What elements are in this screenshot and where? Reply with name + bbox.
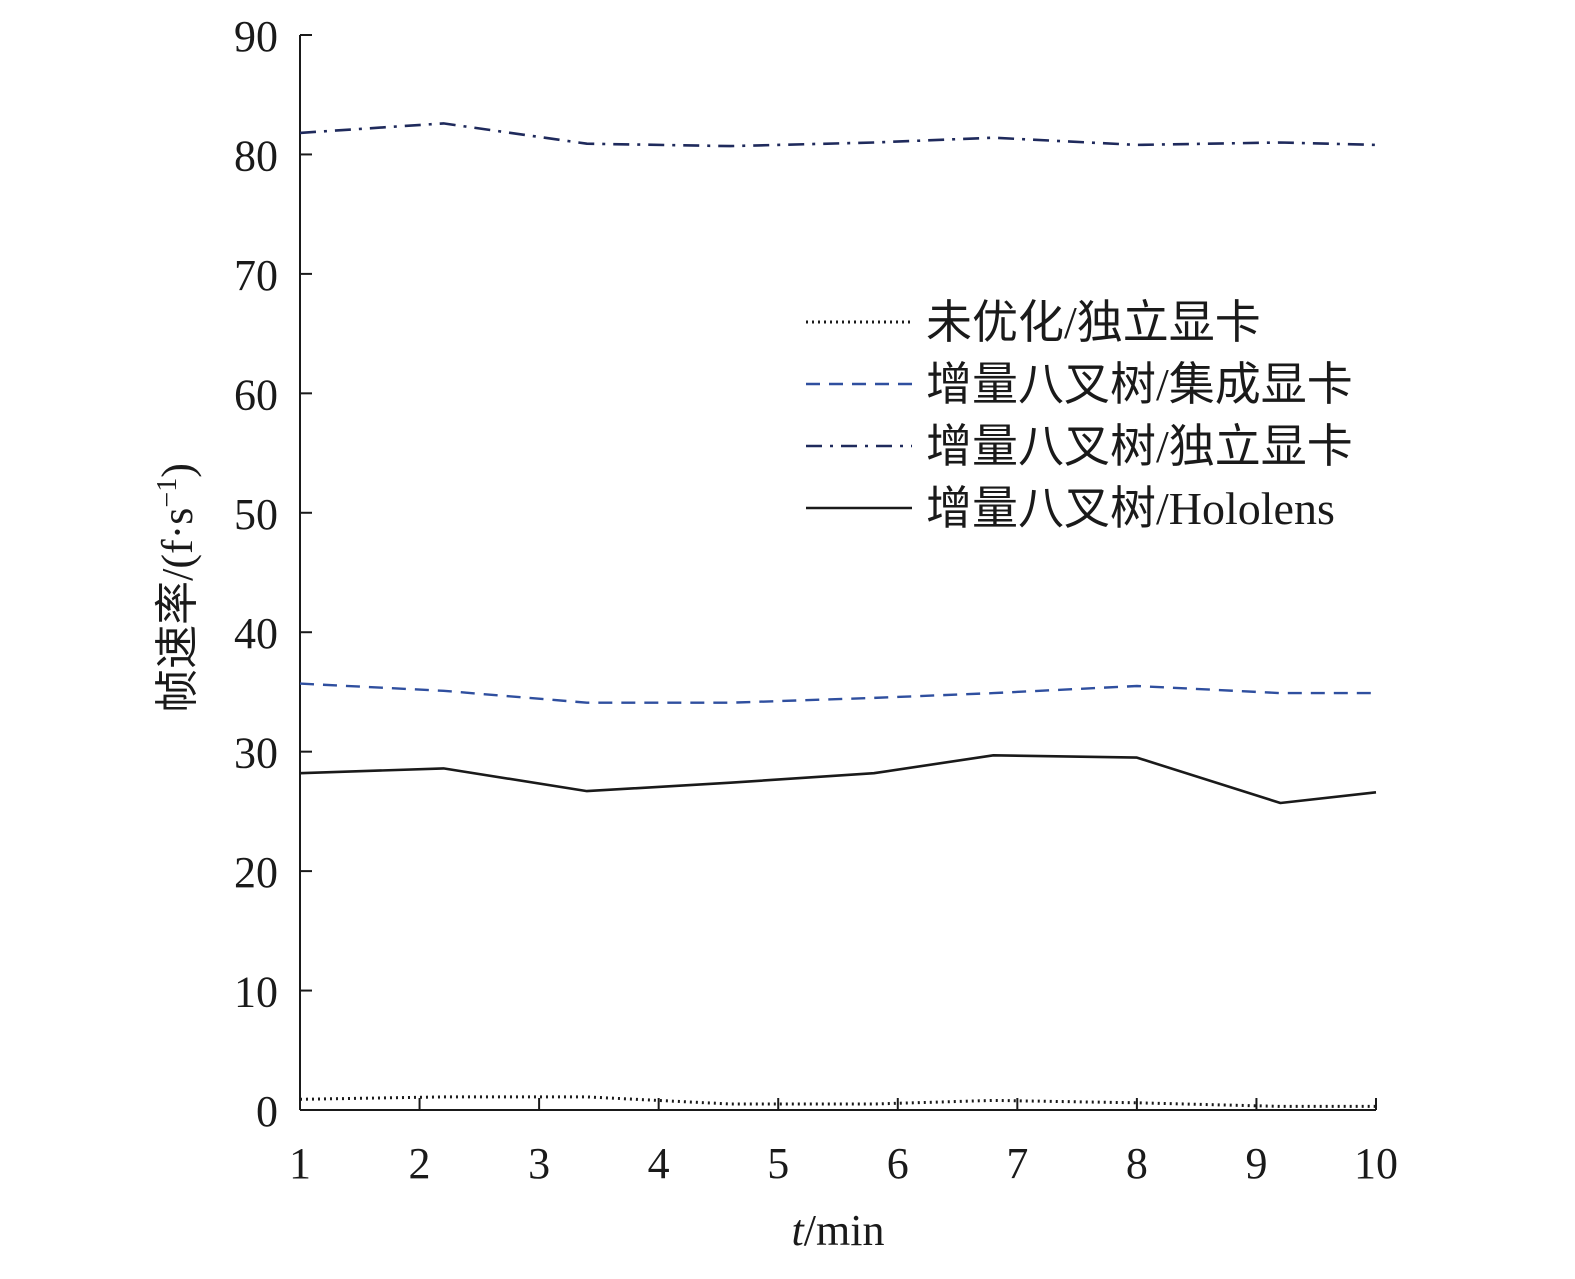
x-tick-label: 9 [1245, 1139, 1267, 1188]
x-tick-label: 7 [1006, 1139, 1028, 1188]
y-tick-label: 90 [234, 12, 278, 61]
x-tick-label: 4 [648, 1139, 670, 1188]
legend-label: 未优化/独立显卡 [926, 297, 1261, 348]
y-tick-label: 70 [234, 251, 278, 300]
legend-label: 增量八叉树/独立显卡 [926, 421, 1353, 472]
x-axis-label-unit: /min [804, 1206, 885, 1255]
x-tick-label: 1 [289, 1139, 311, 1188]
y-axis-label-close: ) [153, 463, 202, 478]
series-line-dotted [299, 1095, 1376, 1108]
x-tick-label: 8 [1126, 1139, 1148, 1188]
legend-label: 增量八叉树/集成显卡 [926, 359, 1353, 410]
series-lines [299, 122, 1377, 1108]
y-tick-label: 60 [234, 370, 278, 419]
y-tick-label: 20 [234, 848, 278, 897]
series-line-solid [299, 753, 1377, 805]
y-tick-label: 80 [234, 131, 278, 180]
x-tick-label: 10 [1354, 1139, 1398, 1188]
series-line-dashed [299, 682, 1376, 704]
x-axis-label: t/min [792, 1206, 885, 1255]
y-axis-label: 帧速率/(f·s−1) [152, 463, 202, 713]
y-axis-label-superscript: −1 [152, 478, 183, 508]
y-tick-label: 30 [234, 729, 278, 778]
x-tick-label: 6 [887, 1139, 909, 1188]
x-tick-label: 5 [767, 1139, 789, 1188]
x-axis-label-variable: t [792, 1206, 806, 1255]
y-tick-label: 50 [234, 490, 278, 539]
legend-label: 增量八叉树/Hololens [926, 483, 1335, 534]
y-tick-label: 40 [234, 609, 278, 658]
x-tick-label: 3 [528, 1139, 550, 1188]
series-line-dashdot [299, 122, 1377, 148]
x-tick-label: 2 [409, 1139, 431, 1188]
y-tick-label: 0 [256, 1087, 278, 1136]
axes: 1 2 3 4 5 6 7 8 9 10 0 10 20 30 40 50 60 70 80 90 t/min 帧速率/(… [152, 12, 1398, 1255]
y-tick-label: 10 [234, 968, 278, 1017]
legend: 未优化/独立显卡增量八叉树/集成显卡增量八叉树/独立显卡增量八叉树/Holole… [806, 297, 1353, 534]
y-axis-label-main: 帧速率/(f·s [153, 508, 202, 713]
